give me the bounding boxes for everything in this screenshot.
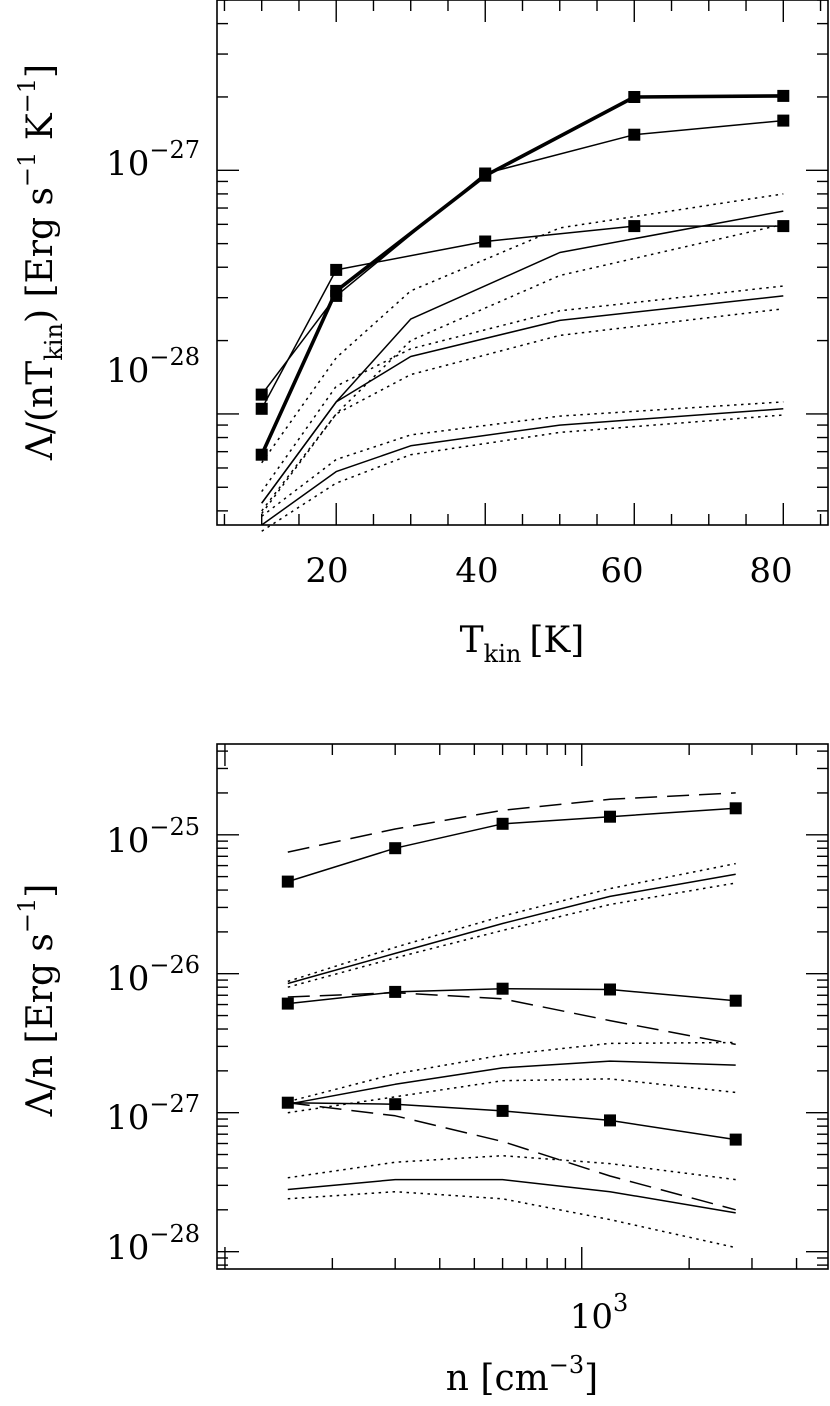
bottom-marker-mid-squares-4 <box>729 994 742 1007</box>
bottom-series-top-squares <box>287 807 736 883</box>
bottom-series-mid-dashed <box>287 991 736 1046</box>
bottom-marker-mid-squares-2 <box>496 982 509 995</box>
bottom-y-tick-label-1e-25: 10−25 <box>106 813 200 861</box>
bottom-panel: 103 10−28 10−27 10−26 10−25 n [cm−3] Λ/n… <box>13 743 829 1399</box>
bottom-marker-top-squares-2 <box>496 817 509 830</box>
top-x-tick-label-40: 40 <box>455 551 498 591</box>
bottom-series-mid-upper-dotted-a <box>287 862 736 983</box>
top-y-tick-label-1e-27: 10−27 <box>106 136 200 184</box>
top-y-tick-label-1e-28: 10−28 <box>106 343 200 391</box>
top-series-line-mid <box>261 295 784 504</box>
top-series-squares-thin-b <box>261 225 784 410</box>
top-marker-squares-thin-a-1 <box>330 289 343 302</box>
top-marker-squares-thick-3 <box>628 91 641 103</box>
top-x-tick-label-20: 20 <box>305 551 348 591</box>
top-series-line-upper <box>261 210 784 504</box>
bottom-series-bottom-dotted-a <box>287 1154 736 1181</box>
bottom-marker-lower-squares-1 <box>389 1098 402 1111</box>
bottom-x-tick-label-1e3: 103 <box>570 1289 629 1337</box>
bottom-marker-mid-squares-1 <box>389 985 402 998</box>
top-plot-frame <box>216 0 829 526</box>
top-y-axis-label: Λ/(nTkin) [Erg s−1 K−1] <box>13 64 68 461</box>
top-x-tick-label-60: 60 <box>600 551 643 591</box>
top-marker-squares-thin-b-3 <box>628 220 641 233</box>
top-marker-squares-thick-0 <box>255 448 268 461</box>
top-panel: 20 40 60 80 10−27 10−28 Tkin [K] Λ/(nTkin… <box>13 0 829 668</box>
top-marker-squares-thin-a-0 <box>255 388 268 401</box>
bottom-x-axis-label: n [cm−3] <box>446 1351 598 1399</box>
bottom-series-top-dashed <box>287 792 736 853</box>
top-marker-squares-thin-b-1 <box>330 263 343 276</box>
bottom-marker-top-squares-1 <box>389 842 402 855</box>
bottom-marker-lower-squares-3 <box>604 1114 616 1127</box>
bottom-marker-mid-squares-3 <box>604 983 616 996</box>
bottom-marker-lower-squares-4 <box>729 1133 742 1146</box>
top-series-dotted-low-a <box>261 401 784 517</box>
bottom-plot-frame <box>216 743 829 1270</box>
bottom-series-lower-dashed <box>287 1101 736 1211</box>
top-marker-squares-thin-b-0 <box>255 402 268 415</box>
bottom-series-lower-dotted-a <box>287 1041 736 1103</box>
top-marker-squares-thin-a-4 <box>777 114 790 127</box>
top-marker-squares-thick-4 <box>777 89 790 102</box>
top-series-dotted-low-b <box>261 414 784 532</box>
top-x-axis-label: Tkin [K] <box>460 620 585 668</box>
bottom-series-bottom-solid <box>287 1178 736 1214</box>
top-marker-squares-thin-a-3 <box>628 128 641 141</box>
bottom-marker-top-squares-0 <box>281 875 294 888</box>
top-series-dotted-mid-a <box>261 285 784 493</box>
bottom-marker-top-squares-4 <box>729 802 742 815</box>
top-ticks-group <box>217 0 828 525</box>
top-marker-squares-thin-b-2 <box>479 235 492 248</box>
bottom-series-lower-solid <box>287 1060 736 1105</box>
bottom-series-lower-squares <box>287 1101 736 1141</box>
top-series-dotted-upper-a <box>261 193 784 464</box>
top-marker-squares-thin-b-4 <box>777 220 790 233</box>
bottom-y-tick-label-1e-28: 10−28 <box>106 1220 200 1268</box>
bottom-series-lower-dotted-b <box>287 1078 736 1114</box>
bottom-series-mid-upper-solid <box>287 873 736 985</box>
bottom-y-tick-label-1e-26: 10−26 <box>106 951 200 999</box>
bottom-marker-top-squares-3 <box>604 810 616 823</box>
top-series-line-low <box>261 408 784 526</box>
bottom-y-tick-label-1e-27: 10−27 <box>106 1090 200 1138</box>
bottom-series-mid-upper-dotted-b <box>287 882 736 988</box>
bottom-y-axis-label: Λ/n [Erg s−1] <box>13 884 61 1118</box>
top-series-group <box>255 89 790 532</box>
top-x-tick-label-80: 80 <box>749 551 792 591</box>
bottom-marker-mid-squares-0 <box>281 997 294 1010</box>
top-marker-squares-thin-a-2 <box>479 167 492 180</box>
bottom-marker-lower-squares-2 <box>496 1104 509 1117</box>
bottom-series-bottom-dotted-b <box>287 1190 736 1249</box>
bottom-ticks-group <box>217 744 828 1269</box>
bottom-series-group <box>281 792 742 1249</box>
